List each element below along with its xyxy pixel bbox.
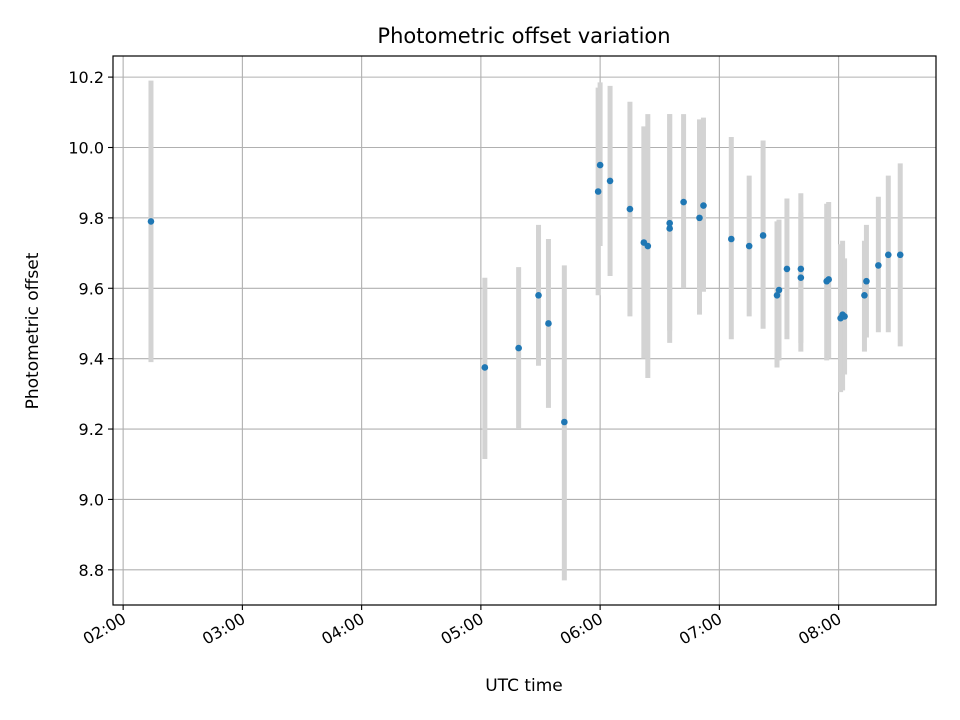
- y-tick-label: 9.0: [79, 490, 104, 509]
- data-point: [626, 205, 634, 213]
- y-axis-ticks: 8.8 9.0 9.2 9.4 9.6 9.8 10.0 10.2: [68, 68, 113, 580]
- y-tick-label: 10.0: [68, 139, 104, 158]
- data-point: [773, 292, 781, 299]
- data-point: [727, 235, 735, 243]
- plot-frame: [112, 55, 937, 606]
- data-point: [797, 274, 805, 282]
- data-point: [696, 214, 703, 222]
- data-point: [775, 286, 783, 294]
- data-point: [745, 242, 753, 250]
- data-point: [515, 344, 522, 352]
- y-tick-label: 9.6: [79, 279, 104, 298]
- data-point: [535, 292, 542, 299]
- data-point: [797, 265, 805, 273]
- data-point: [783, 265, 791, 273]
- y-axis-label: Photometric offset: [23, 252, 43, 409]
- data-point: [680, 198, 687, 206]
- y-tick-label: 9.4: [79, 350, 104, 369]
- data-point: [896, 251, 904, 259]
- chart-title: Photometric offset variation: [377, 24, 670, 48]
- data-point: [875, 262, 882, 269]
- y-tick-label: 8.8: [79, 561, 104, 580]
- data-point: [481, 364, 489, 371]
- y-tick-label: 9.8: [79, 209, 104, 228]
- y-tick-label: 10.2: [68, 68, 104, 87]
- data-point: [606, 177, 614, 185]
- data-point: [863, 277, 870, 285]
- data-points: [147, 161, 904, 426]
- data-point: [861, 292, 868, 299]
- data-point: [147, 218, 155, 225]
- data-point: [885, 251, 892, 259]
- data-point: [666, 225, 673, 232]
- data-point: [545, 320, 552, 327]
- data-point: [561, 418, 568, 426]
- x-axis-label: UTC time: [485, 676, 563, 696]
- data-point: [644, 242, 652, 250]
- data-point: [700, 202, 707, 209]
- data-point: [594, 188, 602, 195]
- data-point: [666, 219, 673, 227]
- y-tick-label: 9.2: [79, 420, 104, 439]
- data-point: [596, 161, 604, 169]
- data-point: [841, 313, 848, 320]
- data-point: [825, 276, 832, 283]
- data-point: [759, 232, 767, 239]
